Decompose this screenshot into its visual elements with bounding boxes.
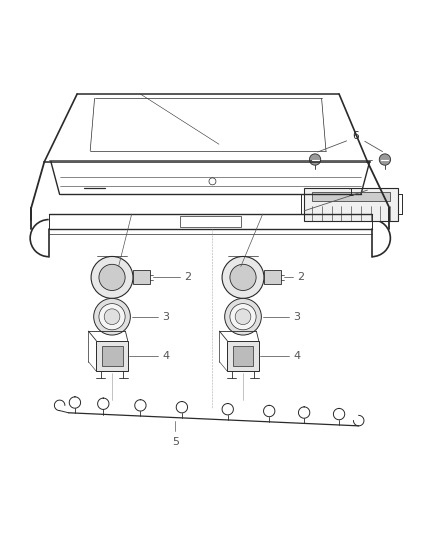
Text: 6: 6 xyxy=(353,131,359,141)
Bar xyxy=(227,341,259,372)
Text: 3: 3 xyxy=(293,312,300,322)
Bar xyxy=(96,341,128,372)
Circle shape xyxy=(235,309,251,325)
Circle shape xyxy=(379,154,391,165)
Circle shape xyxy=(309,154,321,165)
Circle shape xyxy=(225,298,261,335)
Circle shape xyxy=(94,298,131,335)
Circle shape xyxy=(104,309,120,325)
Text: 2: 2 xyxy=(184,272,191,282)
Circle shape xyxy=(222,256,264,298)
Bar xyxy=(102,346,123,366)
Text: 4: 4 xyxy=(162,351,170,361)
Bar xyxy=(312,192,390,201)
Bar xyxy=(233,346,254,366)
Text: 2: 2 xyxy=(297,272,305,282)
Circle shape xyxy=(230,304,256,330)
Text: 1: 1 xyxy=(348,188,354,198)
Bar xyxy=(133,270,150,285)
Bar xyxy=(180,216,241,227)
Text: 3: 3 xyxy=(162,312,169,322)
Text: 5: 5 xyxy=(172,437,179,447)
Circle shape xyxy=(91,256,133,298)
Bar xyxy=(264,270,281,285)
Bar xyxy=(304,188,398,221)
Circle shape xyxy=(99,264,125,290)
Text: 4: 4 xyxy=(293,351,300,361)
Circle shape xyxy=(230,264,256,290)
Circle shape xyxy=(99,304,125,330)
